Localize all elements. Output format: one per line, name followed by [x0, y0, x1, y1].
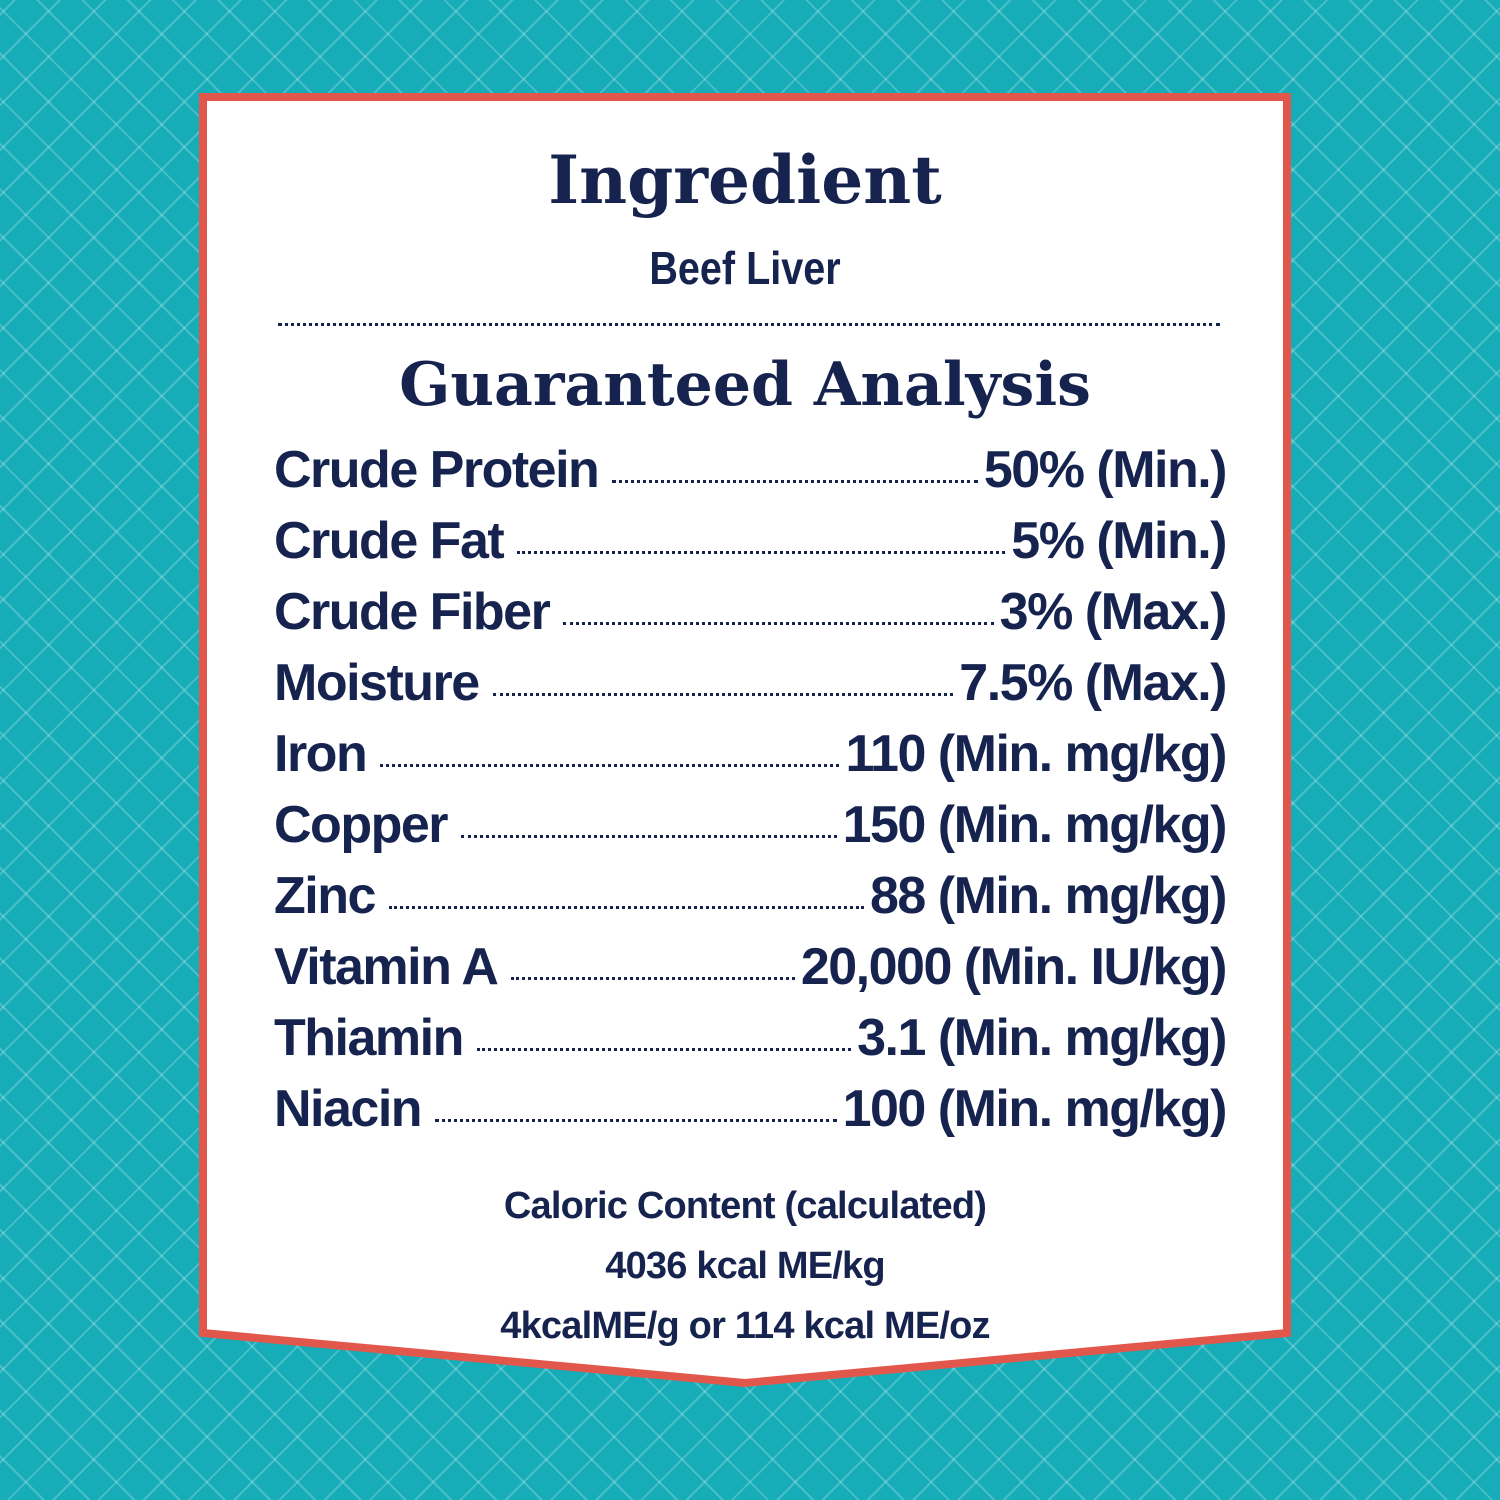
nutrient-amount: 7.5% (Max.) [959, 654, 1227, 712]
nutrient-amount: 100 (Min. mg/kg) [842, 1080, 1228, 1138]
ingredient-heading: Ingredient [548, 141, 942, 219]
analysis-row-crude-protein: Crude Protein 50% (Min.) [274, 435, 1228, 506]
leader-dots [461, 835, 837, 838]
analysis-row-vitamin-a: Vitamin A 20,000 (Min. IU/kg) [274, 932, 1228, 1003]
nutrient-amount: 20,000 (Min. IU/kg) [800, 938, 1228, 996]
analysis-row-crude-fiber: Crude Fiber 3% (Max.) [274, 577, 1228, 648]
nutrient-amount: 150 (Min. mg/kg) [842, 796, 1228, 854]
nutrient-name: Moisture [274, 654, 480, 712]
nutrient-name: Crude Fat [274, 512, 505, 570]
caloric-per-g-oz: 4kcalME/g or 114 kcal ME/oz [500, 1305, 990, 1347]
analysis-row-zinc: Zinc 88 (Min. mg/kg) [274, 861, 1227, 932]
nutrient-amount: 110 (Min. mg/kg) [845, 725, 1227, 783]
analysis-row-copper: Copper 150 (Min. mg/kg) [274, 790, 1228, 861]
nutrient-name: Vitamin A [274, 938, 499, 996]
leader-dots [612, 480, 978, 483]
banner-panel [199, 93, 1291, 1388]
nutrient-name: Niacin [274, 1080, 423, 1138]
leader-dots [517, 551, 1006, 554]
nutrient-name: Zinc [274, 867, 376, 925]
nutrient-amount: 88 (Min. mg/kg) [870, 867, 1227, 925]
analysis-heading: Guaranteed Analysis [399, 350, 1091, 420]
nutrient-amount: 3.1 (Min. mg/kg) [857, 1009, 1227, 1067]
caloric-per-kg: 4036 kcal ME/kg [605, 1245, 885, 1287]
guaranteed-analysis-table: Crude Protein 50% (Min.) Crude Fat 5% (M… [274, 435, 1228, 1145]
leader-dots [435, 1119, 837, 1122]
nutrient-name: Copper [274, 796, 449, 854]
analysis-row-niacin: Niacin 100 (Min. mg/kg) [274, 1074, 1228, 1145]
leader-dots [511, 977, 795, 980]
nutrient-amount: 3% (Max.) [999, 583, 1228, 641]
caloric-title: Caloric Content (calculated) [503, 1185, 987, 1227]
analysis-row-thiamin: Thiamin 3.1 (Min. mg/kg) [274, 1003, 1227, 1074]
analysis-row-moisture: Moisture 7.5% (Max.) [274, 648, 1227, 719]
leader-dots [388, 906, 865, 909]
ingredient-value: Beef Liver [649, 242, 841, 294]
analysis-row-iron: Iron 110 (Min. mg/kg) [274, 719, 1227, 790]
leader-dots [476, 1048, 852, 1051]
nutrient-name: Iron [274, 725, 368, 783]
nutrient-amount: 50% (Min.) [983, 441, 1228, 499]
caloric-content: Caloric Content (calculated) 4036 kcal M… [200, 1176, 1290, 1356]
nutrient-name: Crude Fiber [274, 583, 551, 641]
nutrient-amount: 5% (Min.) [1011, 512, 1227, 570]
section-divider [278, 323, 1220, 326]
leader-dots [563, 622, 994, 625]
nutrient-name: Thiamin [274, 1009, 464, 1067]
leader-dots [380, 764, 840, 767]
analysis-row-crude-fat: Crude Fat 5% (Min.) [274, 506, 1227, 577]
leader-dots [492, 693, 954, 696]
nutrient-name: Crude Protein [274, 441, 600, 499]
